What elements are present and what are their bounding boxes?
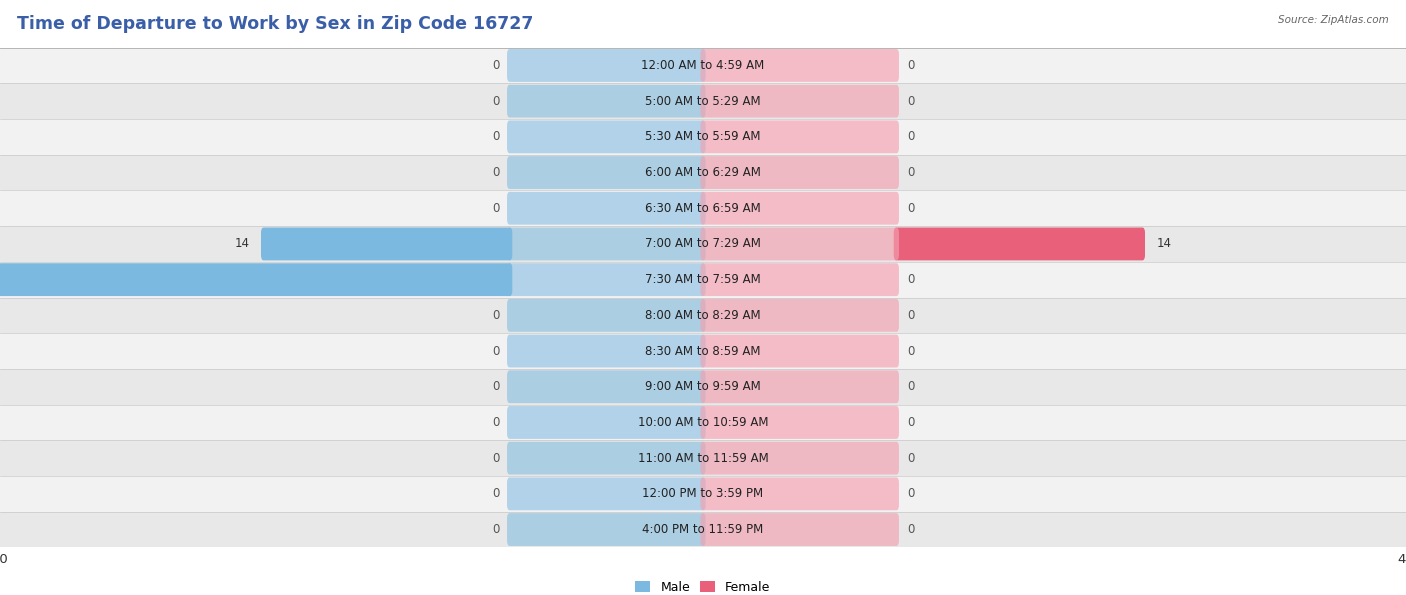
FancyBboxPatch shape: [508, 299, 706, 332]
Text: Source: ZipAtlas.com: Source: ZipAtlas.com: [1278, 15, 1389, 25]
FancyBboxPatch shape: [508, 120, 706, 154]
Text: 0: 0: [907, 416, 914, 429]
Text: 0: 0: [907, 452, 914, 465]
FancyBboxPatch shape: [700, 299, 898, 332]
FancyBboxPatch shape: [700, 370, 898, 403]
FancyBboxPatch shape: [508, 263, 706, 296]
Bar: [0, 48, 1406, 83]
Text: Time of Departure to Work by Sex in Zip Code 16727: Time of Departure to Work by Sex in Zip …: [17, 15, 533, 33]
FancyBboxPatch shape: [700, 192, 898, 225]
Text: 0: 0: [492, 166, 499, 179]
Text: 5:30 AM to 5:59 AM: 5:30 AM to 5:59 AM: [645, 130, 761, 143]
Bar: [0, 155, 1406, 190]
Legend: Male, Female: Male, Female: [630, 575, 776, 595]
Text: 0: 0: [907, 202, 914, 215]
Text: 0: 0: [907, 130, 914, 143]
Bar: [0, 333, 1406, 369]
Text: 14: 14: [1156, 237, 1171, 250]
Text: 0: 0: [907, 523, 914, 536]
FancyBboxPatch shape: [262, 227, 512, 261]
Bar: [0, 190, 1406, 226]
Text: 7:30 AM to 7:59 AM: 7:30 AM to 7:59 AM: [645, 273, 761, 286]
Text: 0: 0: [492, 202, 499, 215]
Text: 0: 0: [492, 95, 499, 108]
FancyBboxPatch shape: [700, 84, 898, 118]
Text: 0: 0: [492, 345, 499, 358]
FancyBboxPatch shape: [700, 441, 898, 475]
Text: 11:00 AM to 11:59 AM: 11:00 AM to 11:59 AM: [638, 452, 768, 465]
Text: 8:30 AM to 8:59 AM: 8:30 AM to 8:59 AM: [645, 345, 761, 358]
FancyBboxPatch shape: [508, 370, 706, 403]
Text: 9:00 AM to 9:59 AM: 9:00 AM to 9:59 AM: [645, 380, 761, 393]
FancyBboxPatch shape: [0, 263, 512, 296]
Text: 0: 0: [907, 59, 914, 72]
Text: 0: 0: [907, 380, 914, 393]
FancyBboxPatch shape: [508, 84, 706, 118]
Text: 6:30 AM to 6:59 AM: 6:30 AM to 6:59 AM: [645, 202, 761, 215]
FancyBboxPatch shape: [700, 406, 898, 439]
Text: 10:00 AM to 10:59 AM: 10:00 AM to 10:59 AM: [638, 416, 768, 429]
Text: 0: 0: [492, 452, 499, 465]
Text: 0: 0: [907, 309, 914, 322]
FancyBboxPatch shape: [508, 49, 706, 82]
Bar: [0, 440, 1406, 476]
Text: 4:00 PM to 11:59 PM: 4:00 PM to 11:59 PM: [643, 523, 763, 536]
FancyBboxPatch shape: [700, 156, 898, 189]
Text: 0: 0: [492, 487, 499, 500]
Bar: [0, 83, 1406, 119]
Bar: [0, 119, 1406, 155]
FancyBboxPatch shape: [700, 263, 898, 296]
Text: 0: 0: [492, 523, 499, 536]
Text: 12:00 PM to 3:59 PM: 12:00 PM to 3:59 PM: [643, 487, 763, 500]
Bar: [0, 226, 1406, 262]
FancyBboxPatch shape: [508, 406, 706, 439]
FancyBboxPatch shape: [894, 227, 1144, 261]
Text: 0: 0: [907, 273, 914, 286]
Text: 0: 0: [907, 487, 914, 500]
Text: 0: 0: [492, 59, 499, 72]
FancyBboxPatch shape: [508, 227, 706, 261]
Text: 0: 0: [492, 416, 499, 429]
Text: 0: 0: [907, 345, 914, 358]
FancyBboxPatch shape: [700, 513, 898, 546]
FancyBboxPatch shape: [508, 334, 706, 368]
FancyBboxPatch shape: [508, 192, 706, 225]
Bar: [0, 369, 1406, 405]
FancyBboxPatch shape: [700, 334, 898, 368]
Text: 7:00 AM to 7:29 AM: 7:00 AM to 7:29 AM: [645, 237, 761, 250]
Text: 12:00 AM to 4:59 AM: 12:00 AM to 4:59 AM: [641, 59, 765, 72]
Text: 14: 14: [235, 237, 250, 250]
Text: 0: 0: [907, 166, 914, 179]
FancyBboxPatch shape: [508, 477, 706, 511]
Bar: [0, 405, 1406, 440]
Text: 5:00 AM to 5:29 AM: 5:00 AM to 5:29 AM: [645, 95, 761, 108]
Bar: [0, 512, 1406, 547]
Text: 0: 0: [492, 380, 499, 393]
Text: 6:00 AM to 6:29 AM: 6:00 AM to 6:29 AM: [645, 166, 761, 179]
FancyBboxPatch shape: [508, 156, 706, 189]
Text: 0: 0: [907, 95, 914, 108]
FancyBboxPatch shape: [700, 49, 898, 82]
FancyBboxPatch shape: [700, 477, 898, 511]
Text: 8:00 AM to 8:29 AM: 8:00 AM to 8:29 AM: [645, 309, 761, 322]
Bar: [0, 262, 1406, 298]
FancyBboxPatch shape: [700, 120, 898, 154]
FancyBboxPatch shape: [508, 513, 706, 546]
FancyBboxPatch shape: [700, 227, 898, 261]
Text: 0: 0: [492, 130, 499, 143]
Bar: [0, 476, 1406, 512]
Text: 0: 0: [492, 309, 499, 322]
FancyBboxPatch shape: [508, 441, 706, 475]
Bar: [0, 298, 1406, 333]
